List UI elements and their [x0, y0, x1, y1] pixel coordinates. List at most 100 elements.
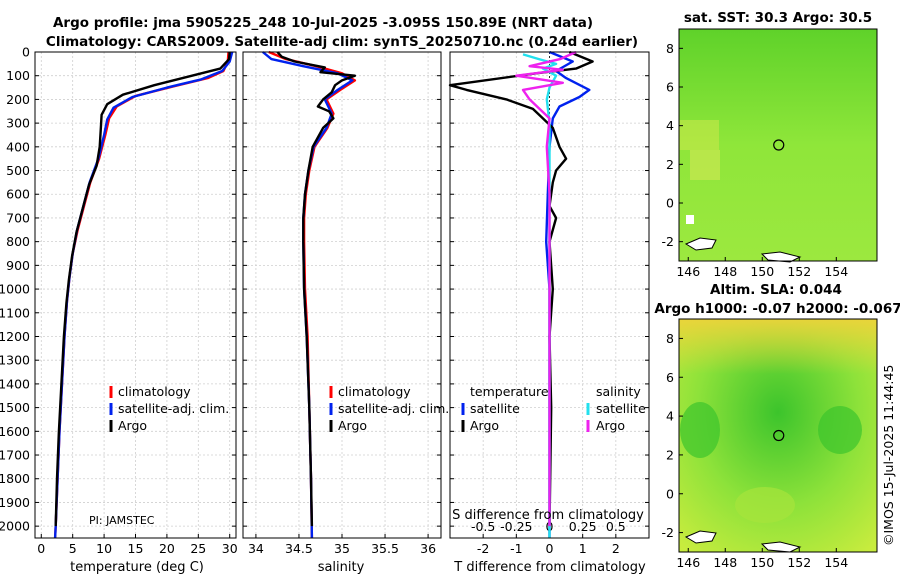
x-tick-label: 34.5	[285, 541, 313, 556]
temperature-panel: 0100200300400500600700800900100011001200…	[0, 45, 238, 557]
y-tick-label: 1100	[0, 305, 30, 320]
x-tick-label: 15	[128, 541, 144, 556]
x-tick-label: 25	[190, 541, 206, 556]
series-line-argo	[54, 51, 231, 527]
y-tick-label: 0	[666, 486, 674, 501]
salinity-legend: climatology satellite-adj. clim. Argo	[329, 384, 449, 433]
island-outline	[760, 251, 802, 263]
y-tick-label: 2000	[0, 519, 30, 534]
series-line-satellite-adj-clim-	[262, 51, 354, 539]
y-tick-label: 500	[6, 163, 30, 178]
sla-map-subtitle: Argo h1000: -0.07 h2000: -0.067	[654, 301, 900, 317]
argo-position-marker	[773, 139, 785, 151]
y-tick-label: 1200	[0, 329, 30, 344]
y-tick-label: 400	[6, 139, 30, 154]
sla-patch	[735, 487, 795, 523]
x-tick-label: 35.5	[371, 541, 399, 556]
legend-label-t-argo: Argo	[470, 418, 499, 433]
pi-label: PI: JAMSTEC	[89, 514, 155, 527]
salinity-panel: 34 34.5 35 35.5 36	[242, 50, 442, 556]
y-tick-label: 6	[666, 80, 674, 95]
island-outline	[760, 541, 802, 553]
figure-title-line2: Climatology: CARS2009. Satellite-adj cli…	[46, 34, 638, 50]
imos-timestamp: ©IMOS 15-Jul-2025 11:44:45	[881, 365, 896, 546]
y-tick-label: 1600	[0, 424, 30, 439]
x-tick-label: 146	[676, 555, 700, 570]
sst-map-frame	[678, 28, 878, 262]
x-tick-label: 146	[676, 264, 700, 279]
difference-legend: temperature satellite Argo salinity sate…	[461, 384, 646, 433]
y-tick-label: 0	[666, 196, 674, 211]
figure-title-line1: Argo profile: jma 5905225_248 10-Jul-202…	[53, 15, 593, 31]
legend-label-clim: climatology	[338, 384, 411, 399]
y-tick-label: 200	[6, 92, 30, 107]
island-outline	[684, 237, 717, 251]
x-tick-label: 1	[579, 541, 587, 556]
x-tick-label: 152	[787, 264, 811, 279]
salinity-xlabel: salinity	[318, 560, 365, 575]
sla-map-frame	[678, 318, 878, 553]
y-tick-label: 1000	[0, 282, 30, 297]
y-tick-label: 1500	[0, 400, 30, 415]
sla-low-patch	[818, 406, 862, 454]
legend-label-sat: satellite-adj. clim.	[338, 401, 449, 416]
sst-map-axes: 146 148 150 152 154 -2 0 2 4 6 8	[662, 41, 849, 279]
y-tick-label: 6	[666, 370, 674, 385]
legend-label-argo: Argo	[338, 418, 367, 433]
island-outline	[684, 530, 717, 544]
legend-temperature-title: temperature	[470, 384, 549, 399]
panel-frame	[34, 51, 237, 539]
x-tick-label: -1	[510, 541, 522, 556]
legend-salinity-title: salinity	[596, 384, 641, 399]
x-tick-label: 152	[787, 555, 811, 570]
s-tick-label: 0.5	[606, 519, 626, 534]
y-tick-label: 1300	[0, 353, 30, 368]
series-line-climatology	[53, 51, 230, 539]
x-tick-label: 34	[248, 541, 264, 556]
legend-label-argo: Argo	[118, 418, 147, 433]
y-tick-label: 800	[6, 234, 30, 249]
s-tick-label: 0.25	[569, 519, 597, 534]
s-difference-xlabel: S difference from climatology	[452, 508, 644, 523]
y-tick-label: 600	[6, 187, 30, 202]
sst-warm-patch	[679, 120, 719, 150]
sla-map-axes: 146 148 150 152 154 -2 0 2 4 6 8	[662, 331, 849, 570]
y-tick-label: 900	[6, 258, 30, 273]
x-tick-label: 30	[222, 541, 238, 556]
x-tick-label: 20	[159, 541, 175, 556]
legend-label-s-argo: Argo	[596, 418, 625, 433]
x-tick-label: 154	[824, 555, 848, 570]
s-tick-label: -0.5	[471, 519, 495, 534]
x-tick-label: 10	[96, 541, 112, 556]
argo-position-marker	[773, 429, 785, 442]
legend-label-clim: climatology	[118, 384, 191, 399]
y-tick-label: -2	[662, 234, 674, 249]
x-tick-label: 148	[713, 555, 737, 570]
panel-frame	[449, 51, 650, 539]
y-tick-label: 8	[666, 331, 674, 346]
series-line-argo	[276, 51, 357, 527]
legend-label-t-sat: satellite	[470, 401, 520, 416]
x-tick-label: 0	[37, 541, 45, 556]
temperature-xlabel: temperature (deg C)	[70, 560, 204, 575]
y-tick-label: -2	[662, 525, 674, 540]
series-line-t-argo	[448, 50, 594, 527]
y-tick-label: 2	[666, 447, 674, 462]
x-tick-label: 35	[334, 541, 350, 556]
s-tick-label: -0.25	[500, 519, 532, 534]
y-tick-label: 1400	[0, 376, 30, 391]
temperature-legend: climatology satellite-adj. clim. Argo	[109, 384, 229, 433]
panel-frame	[242, 51, 442, 539]
y-tick-label: 300	[6, 116, 30, 131]
x-tick-label: 2	[612, 541, 620, 556]
y-tick-label: 1700	[0, 448, 30, 463]
y-tick-label: 1900	[0, 495, 30, 510]
sla-map	[678, 318, 878, 553]
sst-missing-pixel	[686, 215, 694, 224]
series-line-satellite-adj-clim-	[53, 51, 234, 539]
y-tick-label: 1800	[0, 471, 30, 486]
y-tick-label: 8	[666, 41, 674, 56]
x-tick-label: 0	[546, 541, 554, 556]
x-tick-label: 148	[713, 264, 737, 279]
sst-warm-patch	[690, 150, 720, 180]
